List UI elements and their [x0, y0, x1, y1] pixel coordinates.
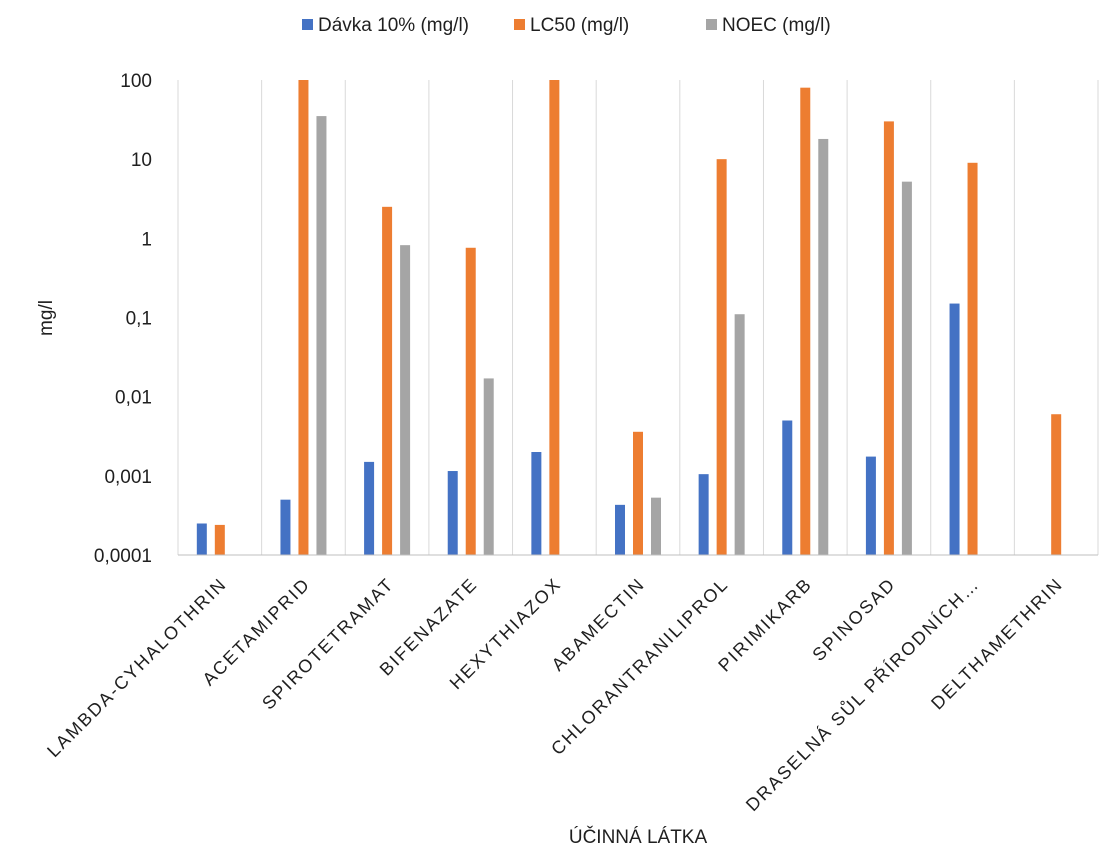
- legend-swatch: [514, 19, 525, 30]
- y-tick-label: 100: [120, 71, 152, 92]
- bar-davka-10-mg-l-hexythiazox: [531, 452, 542, 555]
- bars: [196, 80, 1062, 556]
- y-tick-label: 0,0001: [94, 546, 152, 567]
- bar-davka-10-mg-l-acetamiprid: [280, 499, 291, 555]
- bar-lc50-mg-l-pirimikarb: [800, 87, 811, 555]
- legend-swatch: [706, 19, 717, 30]
- bar-noec-mg-l-acetamiprid: [316, 116, 327, 556]
- bar-noec-mg-l-abamectin: [651, 497, 661, 555]
- bar-davka-10-mg-l-lambda-cyhalothrin: [196, 523, 207, 555]
- legend-label: Dávka 10% (mg/l): [318, 15, 469, 36]
- y-tick-label: 0,001: [104, 467, 152, 488]
- bar-noec-mg-l-spirotetramat: [400, 245, 411, 555]
- x-tick-label-spinosad: SPINOSAD: [808, 574, 899, 665]
- bar-davka-10-mg-l-abamectin: [615, 504, 625, 555]
- bar-noec-mg-l-pirimikarb: [818, 138, 829, 556]
- bar-lc50-mg-l-abamectin: [633, 431, 643, 555]
- category-gridlines: [177, 80, 1099, 555]
- bar-davka-10-mg-l-spirotetramat: [364, 461, 375, 555]
- legend-label: LC50 (mg/l): [530, 15, 629, 36]
- bar-lc50-mg-l-lambda-cyhalothrin: [214, 524, 225, 555]
- bar-lc50-mg-l-spinosad: [883, 121, 894, 556]
- bar-noec-mg-l-chlorantraniliprol: [734, 314, 745, 555]
- bar-lc50-mg-l-acetamiprid: [298, 80, 309, 555]
- legend-swatch: [302, 19, 313, 30]
- y-tick-label: 10: [131, 150, 152, 171]
- bar-davka-10-mg-l-bifenazate: [447, 471, 458, 555]
- bar-lc50-mg-l-chlorantraniliprol: [716, 159, 727, 555]
- y-tick-label: 1: [141, 229, 152, 250]
- bar-noec-mg-l-spinosad: [901, 181, 912, 556]
- bar-davka-10-mg-l-draselna-sul-prirodnich: [949, 303, 960, 555]
- bar-davka-10-mg-l-pirimikarb: [782, 420, 793, 555]
- y-tick-label: 0,01: [115, 388, 152, 409]
- legend-item-lc50-mg-l: LC50 (mg/l): [514, 15, 629, 36]
- y-tick-labels: 100 10 1 0,1 0,01 0,001 0,0001: [94, 71, 152, 567]
- bar-lc50-mg-l-draselna-sul-prirodnich: [967, 162, 978, 556]
- y-axis-title: mg/l: [36, 300, 57, 336]
- bar-davka-10-mg-l-chlorantraniliprol: [698, 474, 709, 555]
- x-tick-label-chlorantraniliprol: CHLORANTRANILIPROL: [547, 574, 732, 759]
- bar-lc50-mg-l-bifenazate: [465, 247, 476, 555]
- legend-item-noec-mg-l: NOEC (mg/l): [706, 15, 831, 36]
- bar-lc50-mg-l-hexythiazox: [549, 80, 560, 555]
- y-tick-label: 0,1: [126, 309, 152, 330]
- legend-item-davka-10-mg-l: Dávka 10% (mg/l): [302, 15, 469, 36]
- bar-davka-10-mg-l-spinosad: [865, 456, 876, 555]
- bar-noec-mg-l-bifenazate: [483, 378, 494, 555]
- bar-lc50-mg-l-spirotetramat: [382, 206, 393, 555]
- bar-lc50-mg-l-delthamethrin: [1051, 414, 1062, 555]
- x-tick-labels: LAMBDA-CYHALOTHRINACETAMIPRIDSPIROTETRAM…: [43, 573, 1067, 815]
- x-axis-title: ÚČINNÁ LÁTKA: [569, 826, 708, 848]
- x-tick-label-lambda-cyhalothrin: LAMBDA-CYHALOTHRIN: [43, 574, 230, 761]
- legend-label: NOEC (mg/l): [722, 15, 831, 36]
- legend: Dávka 10% (mg/l) LC50 (mg/l) NOEC (mg/l): [302, 15, 831, 36]
